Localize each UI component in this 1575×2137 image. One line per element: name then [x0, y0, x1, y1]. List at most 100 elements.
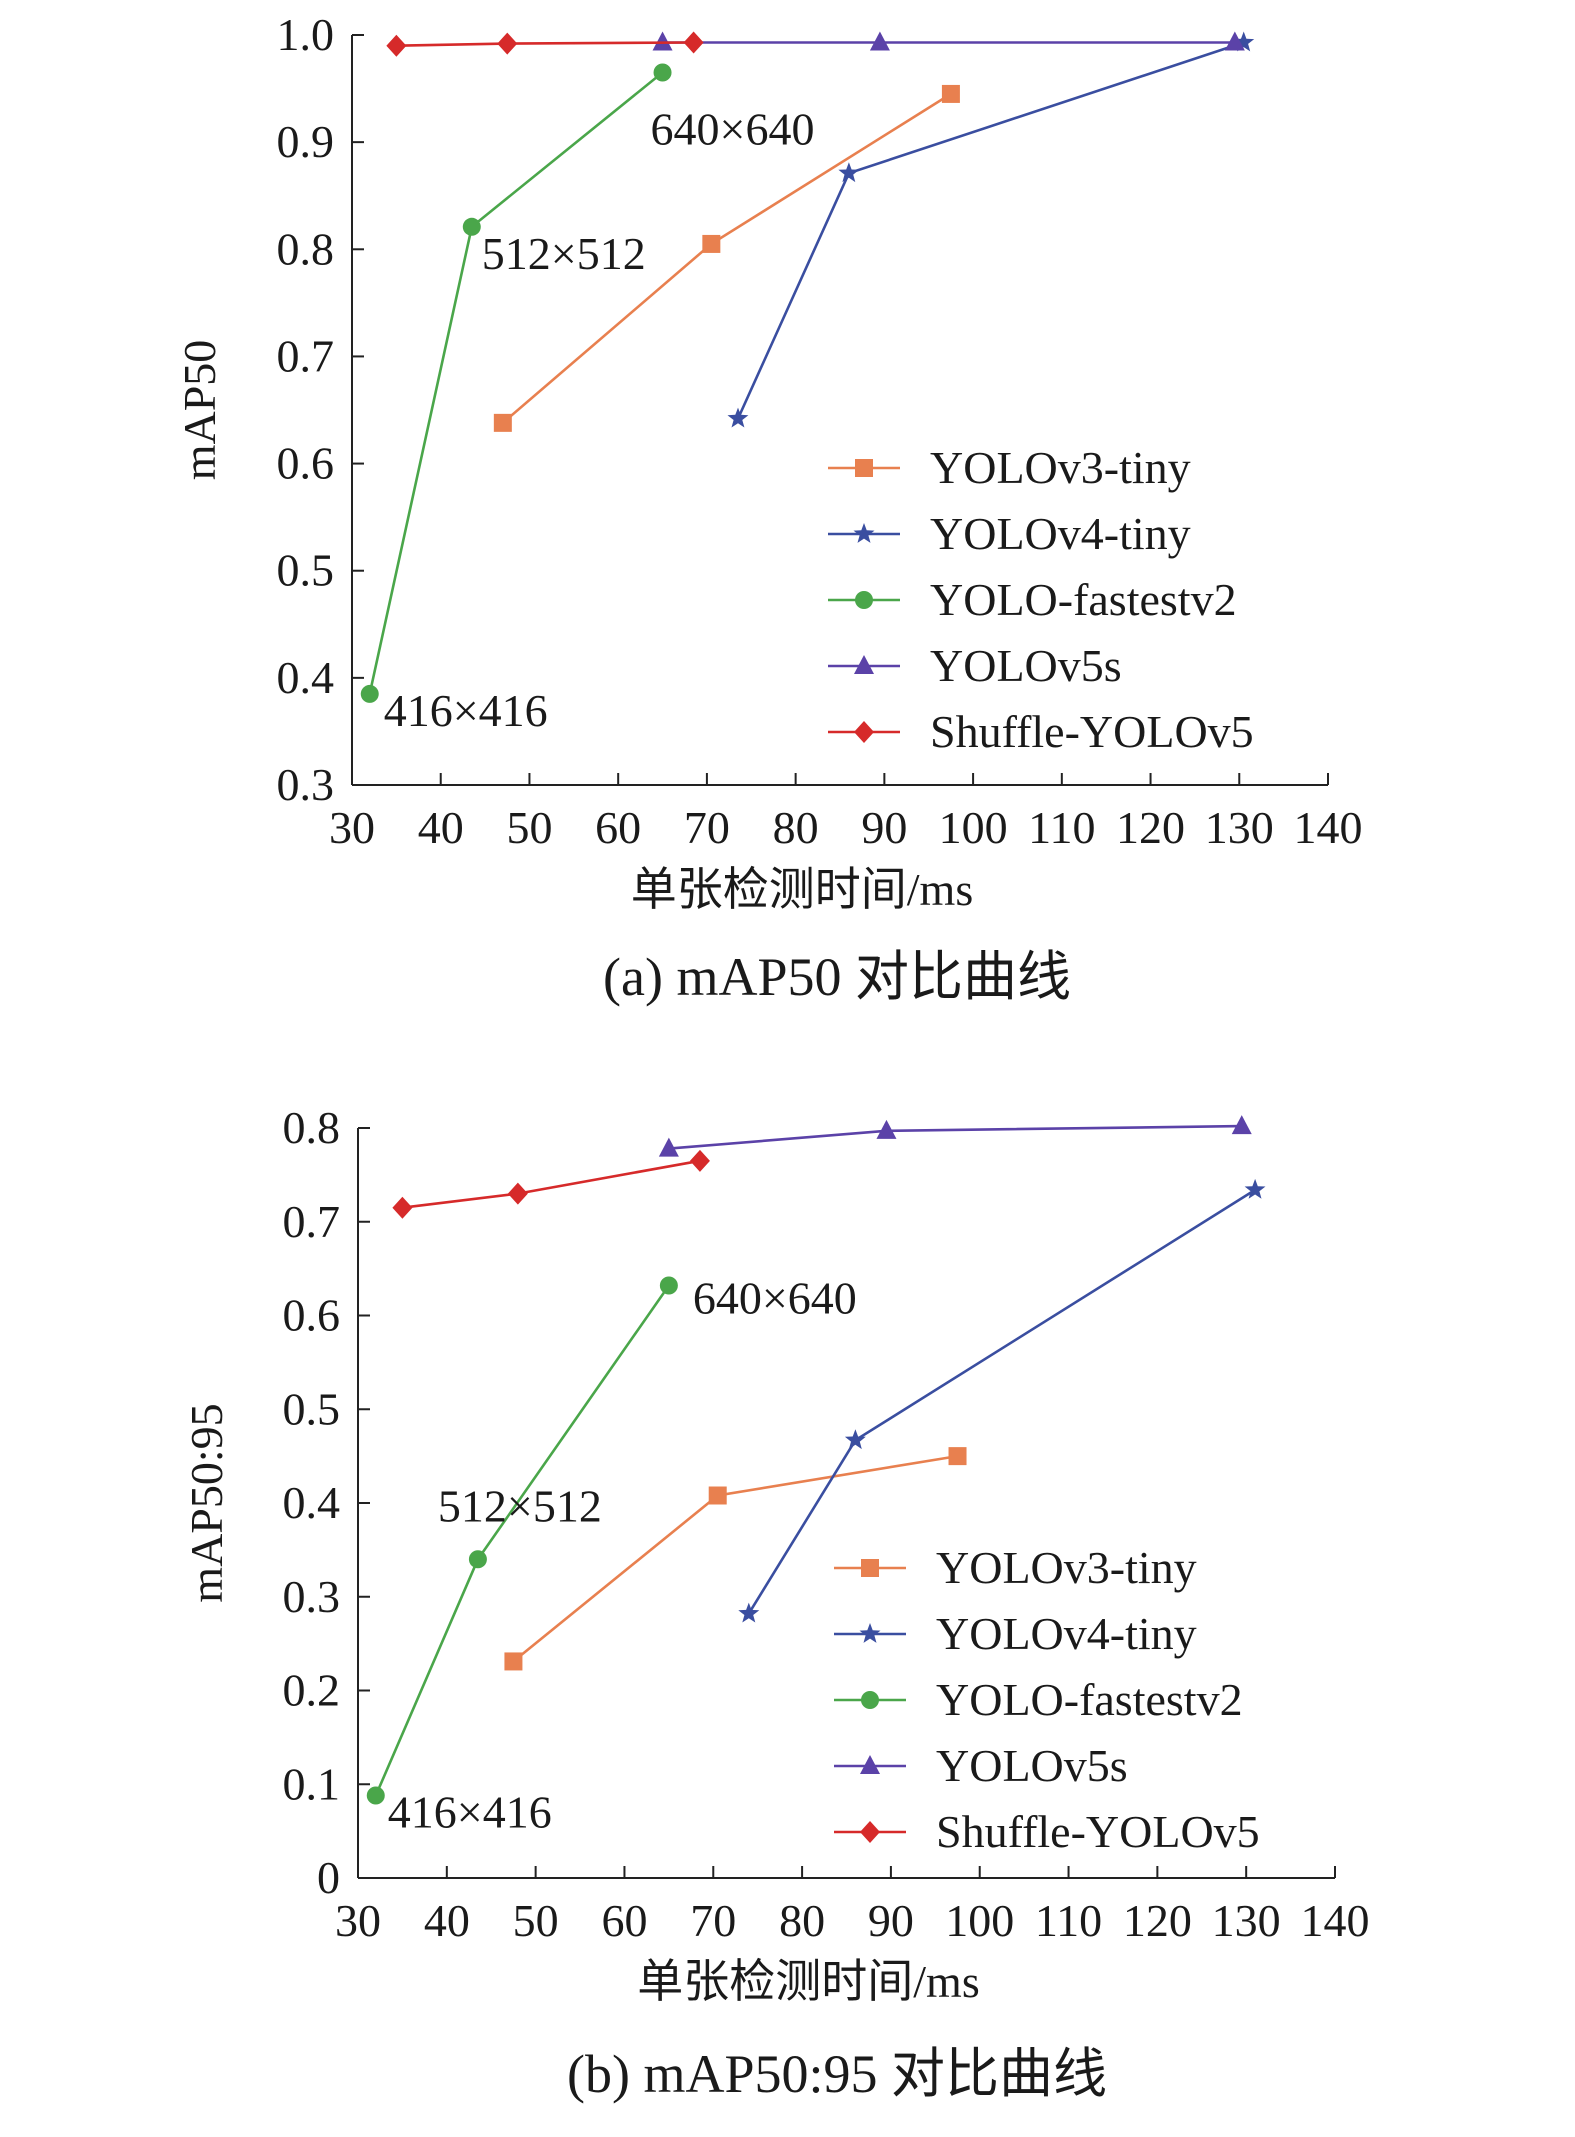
- x-tick-label: 130: [1212, 1895, 1281, 1946]
- data-point-yolo-fastestv2: [653, 63, 672, 82]
- data-point-yolov5s: [876, 1119, 897, 1139]
- y-tick-label: 0.8: [283, 1102, 341, 1153]
- data-point-shuffle-yolov5: [497, 32, 518, 55]
- legend-item-shuffle-yolov5: Shuffle-YOLOv5: [834, 1806, 1260, 1857]
- data-point-yolov5s: [652, 31, 673, 51]
- data-point-yolov4-tiny: [844, 1429, 866, 1450]
- series-line-yolo-fastestv2: [368, 71, 664, 695]
- y-tick-label: 0.5: [283, 1383, 341, 1434]
- legend-label: YOLOv3-tiny: [930, 442, 1191, 493]
- series-yolo-fastestv2: [366, 1276, 678, 1805]
- x-tick-label: 60: [601, 1895, 647, 1946]
- legend-label: YOLOv5s: [930, 640, 1122, 691]
- x-tick-label: 30: [335, 1895, 381, 1946]
- series-yolov5s: [658, 1115, 1252, 1157]
- legend-label: Shuffle-YOLOv5: [930, 706, 1254, 757]
- legend-marker-yolo-fastestv2: [861, 1691, 879, 1709]
- y-tick-label: 0.8: [277, 223, 335, 274]
- x-tick-label: 80: [773, 802, 819, 853]
- x-tick-label: 100: [945, 1895, 1014, 1946]
- data-point-yolov3-tiny: [948, 1447, 967, 1466]
- chart-a-map50: 0.3 0.4 0.5 0.6 0.7 0.8 0.9 1.0 30 40 50 60 70 80 90 10…: [174, 9, 1363, 1007]
- legend-marker-shuffle-yolov5: [860, 1821, 880, 1843]
- y-tick-label: 1.0: [277, 9, 335, 60]
- legend-item-yolov3-tiny: YOLOv3-tiny: [828, 442, 1191, 493]
- data-point-yolov4-tiny: [727, 407, 749, 428]
- x-axis-title: 单张检测时间/ms: [631, 864, 973, 915]
- data-point-yolov5s: [1224, 31, 1245, 51]
- data-point-yolo-fastestv2: [462, 217, 481, 236]
- data-point-yolov5s: [1231, 1115, 1252, 1135]
- x-tick-label: 50: [513, 1895, 559, 1946]
- y-tick-label: 0.7: [283, 1196, 341, 1247]
- legend-item-yolov4-tiny: YOLOv4-tiny: [834, 1608, 1197, 1659]
- legend-marker-yolov4-tiny: [853, 523, 875, 543]
- x-tick-label: 90: [868, 1895, 914, 1946]
- legend-item-yolo-fastestv2: YOLO-fastestv2: [834, 1674, 1243, 1725]
- series-yolov3-tiny: [493, 84, 960, 432]
- resolution-annotation: 512×512: [482, 228, 646, 279]
- series-shuffle-yolov5: [392, 1149, 710, 1219]
- data-point-yolov3-tiny: [493, 413, 512, 432]
- legend-item-yolov3-tiny: YOLOv3-tiny: [834, 1542, 1197, 1593]
- y-tick-label: 0.4: [283, 1477, 341, 1528]
- legend-item-yolov4-tiny: YOLOv4-tiny: [828, 508, 1191, 559]
- x-tick-label: 140: [1294, 802, 1363, 853]
- x-tick-label: 50: [506, 802, 552, 853]
- x-tick-label: 140: [1301, 1895, 1370, 1946]
- data-point-yolov5s: [869, 31, 890, 51]
- y-axis-title: mAP50: [174, 340, 225, 481]
- y-axis-title: mAP50:95: [181, 1403, 232, 1602]
- resolution-annotation: 416×416: [388, 1787, 552, 1838]
- data-point-yolo-fastestv2: [360, 684, 379, 703]
- y-tick-label: 0.1: [283, 1758, 341, 1809]
- data-point-yolov3-tiny: [708, 1486, 727, 1505]
- series-yolov3-tiny: [504, 1447, 967, 1671]
- series-line-shuffle-yolov5: [396, 41, 694, 47]
- data-point-yolov4-tiny: [738, 1602, 760, 1623]
- data-point-shuffle-yolov5: [392, 1196, 413, 1219]
- y-tick-label: 0.6: [277, 438, 335, 489]
- legend-label: YOLOv4-tiny: [930, 508, 1191, 559]
- series-line-yolov5s: [668, 1124, 1242, 1150]
- x-tick-label: 30: [329, 802, 375, 853]
- legend-label: YOLO-fastestv2: [936, 1674, 1243, 1725]
- legend-item-yolo-fastestv2: YOLO-fastestv2: [828, 574, 1237, 625]
- data-point-yolov4-tiny: [1244, 1178, 1266, 1199]
- legend-marker-yolov5s: [860, 1755, 880, 1774]
- data-point-shuffle-yolov5: [689, 1149, 710, 1172]
- x-tick-label: 100: [939, 802, 1008, 853]
- resolution-annotation: 640×640: [693, 1273, 857, 1324]
- x-tick-label: 110: [1028, 802, 1095, 853]
- legend-marker-yolov3-tiny: [861, 1559, 879, 1577]
- series-yolo-fastestv2: [360, 63, 672, 703]
- y-tick-label: 0.9: [277, 116, 335, 167]
- x-tick-label: 70: [684, 802, 730, 853]
- series-yolov4-tiny: [727, 31, 1255, 428]
- series-line-yolo-fastestv2: [374, 1284, 670, 1797]
- data-point-yolo-fastestv2: [366, 1786, 385, 1805]
- resolution-annotation: 416×416: [384, 685, 548, 736]
- legend-marker-shuffle-yolov5: [854, 721, 874, 743]
- x-tick-label: 60: [595, 802, 641, 853]
- legend: YOLOv3-tiny YOLOv4-tiny YOLO-fastestv2 YOLO…: [828, 442, 1254, 757]
- series-shuffle-yolov5: [386, 31, 704, 57]
- legend-label: YOLO-fastestv2: [930, 574, 1237, 625]
- data-point-shuffle-yolov5: [683, 31, 704, 54]
- x-tick-label: 80: [779, 1895, 825, 1946]
- x-tick-label: 120: [1123, 1895, 1192, 1946]
- legend-label: YOLOv4-tiny: [936, 1608, 1197, 1659]
- legend-marker-yolov4-tiny: [859, 1623, 881, 1643]
- legend-label: YOLOv5s: [936, 1740, 1128, 1791]
- legend: YOLOv3-tiny YOLOv4-tiny YOLO-fastestv2 YOLO…: [834, 1542, 1260, 1857]
- legend-label: YOLOv3-tiny: [936, 1542, 1197, 1593]
- series-line-yolov4-tiny: [736, 41, 1245, 420]
- data-point-shuffle-yolov5: [507, 1182, 528, 1205]
- legend-item-yolov5s: YOLOv5s: [828, 640, 1122, 691]
- data-point-shuffle-yolov5: [386, 34, 407, 57]
- data-point-yolov3-tiny: [941, 84, 960, 103]
- chart-b-map50-95: 0 0.1 0.2 0.3 0.4 0.5 0.6 0.7 0.8 30 40 50 60 70 80 90 1…: [181, 1102, 1370, 2104]
- x-tick-label: 90: [861, 802, 907, 853]
- y-tick-label: 0: [317, 1852, 340, 1903]
- legend-label: Shuffle-YOLOv5: [936, 1806, 1260, 1857]
